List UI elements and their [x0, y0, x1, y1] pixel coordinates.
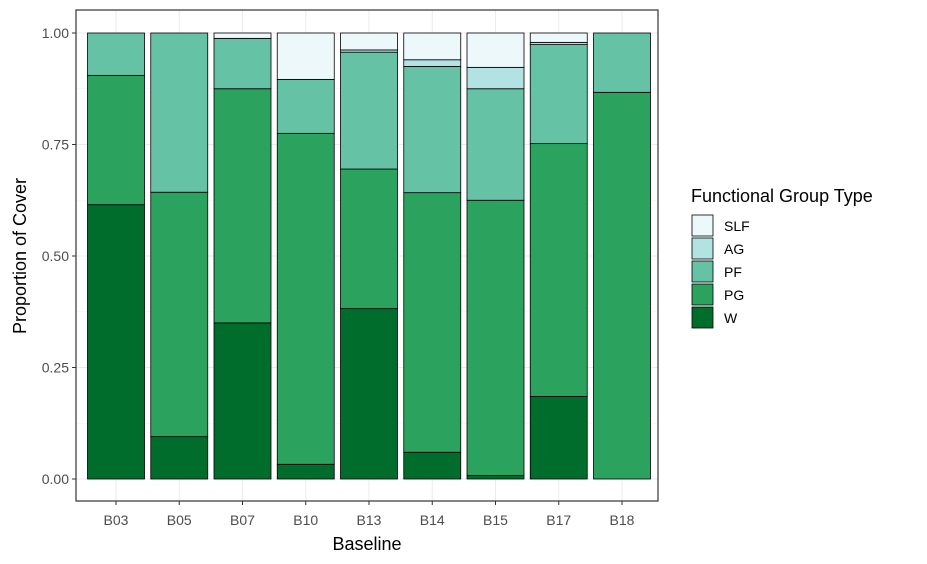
y-axis: 0.00 0.25 0.50 0.75 1.00	[42, 25, 76, 487]
legend-key-pg	[691, 283, 714, 306]
bar-segment-b13-slf	[340, 32, 398, 51]
bar-segment-b07-pg	[213, 88, 272, 324]
bar-segment-b07-w	[213, 322, 272, 480]
x-tick-label: B18	[610, 512, 635, 528]
x-tick-label: B13	[357, 512, 382, 528]
y-axis-title: Proportion of Cover	[10, 178, 30, 334]
y-tick-label: 0.50	[42, 248, 69, 264]
bar-segment-b10-pf	[276, 78, 335, 134]
bar-segment-b14-ag	[403, 59, 462, 67]
bar-segment-b10-w	[276, 463, 335, 480]
legend-title: Functional Group Type	[691, 186, 873, 206]
bar-segment-b13-w	[340, 308, 398, 480]
x-tick-label: B14	[420, 512, 445, 528]
bar-segment-b15-ag	[466, 66, 525, 90]
legend: Functional Group Type SLF AG PF PG W	[691, 186, 873, 329]
bar-segment-b14-pg	[403, 192, 462, 453]
bar-segment-b05-pf	[150, 32, 209, 193]
legend-key-ag	[691, 237, 714, 260]
bar-segment-b14-w	[403, 451, 462, 480]
bar-segment-b15-pg	[466, 199, 525, 476]
legend-label-pg: PG	[724, 287, 744, 303]
legend-key-slf	[691, 214, 714, 237]
bar-segment-b07-pf	[213, 37, 272, 90]
bar-segment-b15-w	[466, 475, 525, 480]
bar-segment-b17-slf	[529, 32, 588, 43]
bar-segment-b14-slf	[403, 32, 462, 61]
legend-label-pf: PF	[724, 264, 742, 280]
legend-label-slf: SLF	[724, 218, 750, 234]
x-tick-label: B05	[167, 512, 192, 528]
bar-segment-b13-pg	[340, 168, 398, 310]
y-tick-label: 0.25	[42, 360, 69, 376]
bar-segment-b10-slf	[276, 32, 335, 80]
bar-segment-b17-pg	[529, 143, 588, 397]
bar-segment-b03-pg	[87, 74, 145, 206]
y-tick-label: 0.00	[42, 471, 69, 487]
legend-label-ag: AG	[724, 241, 744, 257]
x-tick-label: B10	[293, 512, 318, 528]
y-tick-label: 0.75	[42, 137, 69, 153]
x-tick-label: B03	[104, 512, 129, 528]
bar-segment-b18-pg	[593, 91, 651, 480]
bar-segment-b03-pf	[87, 32, 145, 76]
bars-group	[87, 32, 651, 480]
bar-segment-b14-pf	[403, 66, 462, 194]
bar-segment-b17-pf	[529, 44, 588, 145]
bar-segment-b10-pg	[276, 132, 335, 465]
x-axis: B03 B05 B07 B10 B13 B14 B15 B17 B18	[104, 501, 635, 528]
x-tick-label: B15	[483, 512, 508, 528]
bar-segment-b03-w	[87, 204, 145, 480]
bar-segment-b13-pf	[340, 51, 398, 170]
bar-segment-b05-pg	[150, 191, 209, 438]
legend-key-pf	[691, 260, 714, 283]
x-tick-label: B17	[546, 512, 571, 528]
bar-segment-b05-w	[150, 436, 209, 480]
legend-label-w: W	[724, 310, 738, 326]
bar-segment-b15-pf	[466, 88, 525, 201]
bar-segment-b15-slf	[466, 32, 525, 68]
x-tick-label: B07	[230, 512, 255, 528]
legend-key-w	[691, 306, 714, 329]
bar-segment-b07-slf	[213, 32, 272, 39]
x-axis-title: Baseline	[332, 534, 401, 554]
y-tick-label: 1.00	[42, 25, 69, 41]
bar-segment-b18-pf	[593, 32, 651, 93]
bar-segment-b17-w	[529, 396, 588, 480]
